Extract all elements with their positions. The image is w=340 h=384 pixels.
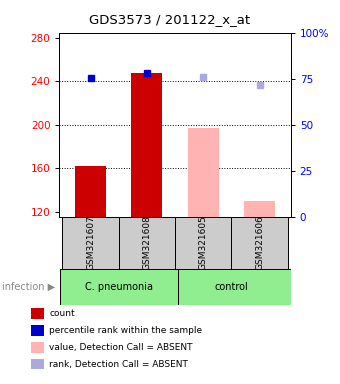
Bar xyxy=(131,73,163,217)
Bar xyxy=(119,217,175,269)
Bar xyxy=(59,269,178,305)
Text: value, Detection Call = ABSENT: value, Detection Call = ABSENT xyxy=(49,343,193,352)
Text: percentile rank within the sample: percentile rank within the sample xyxy=(49,326,202,335)
Text: rank, Detection Call = ABSENT: rank, Detection Call = ABSENT xyxy=(49,359,188,369)
Bar xyxy=(175,217,232,269)
Text: control: control xyxy=(215,282,248,292)
Text: count: count xyxy=(49,309,75,318)
Text: GSM321608: GSM321608 xyxy=(142,215,151,270)
Bar xyxy=(244,201,275,217)
Bar xyxy=(188,128,219,217)
Text: GSM321607: GSM321607 xyxy=(86,215,95,270)
Text: infection ▶: infection ▶ xyxy=(2,282,55,292)
Text: C. pneumonia: C. pneumonia xyxy=(85,282,153,292)
Bar xyxy=(232,217,288,269)
Text: GSM321606: GSM321606 xyxy=(255,215,264,270)
Bar xyxy=(75,166,106,217)
Text: GDS3573 / 201122_x_at: GDS3573 / 201122_x_at xyxy=(89,13,251,26)
Text: GSM321605: GSM321605 xyxy=(199,215,208,270)
Bar xyxy=(62,217,119,269)
Bar xyxy=(178,269,291,305)
